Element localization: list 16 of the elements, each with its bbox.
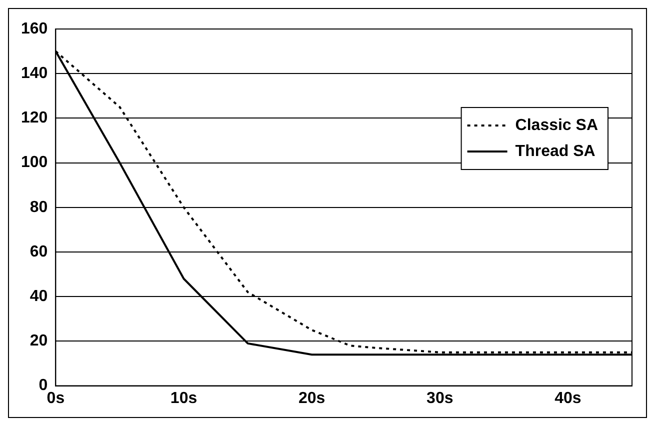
y-tick-label: 60: [30, 243, 48, 260]
x-tick-label: 40s: [554, 390, 582, 407]
x-tick-label: 20s: [298, 390, 326, 407]
y-tick-label: 40: [30, 288, 48, 306]
x-tick-label: 30s: [426, 390, 454, 407]
x-tick-label: 10s: [170, 390, 198, 407]
y-tick-label: 20: [30, 332, 48, 350]
legend-label: Thread SA: [515, 142, 596, 160]
y-tick-label: 100: [20, 154, 48, 172]
y-tick-label: 160: [20, 20, 48, 38]
y-tick-label: 80: [30, 198, 48, 216]
y-tick-label: 0: [38, 377, 48, 394]
legend-label: Classic SA: [515, 116, 598, 134]
x-tick-label: 0s: [46, 390, 65, 407]
y-tick-label: 140: [20, 65, 48, 82]
y-tick-label: 120: [20, 110, 48, 127]
